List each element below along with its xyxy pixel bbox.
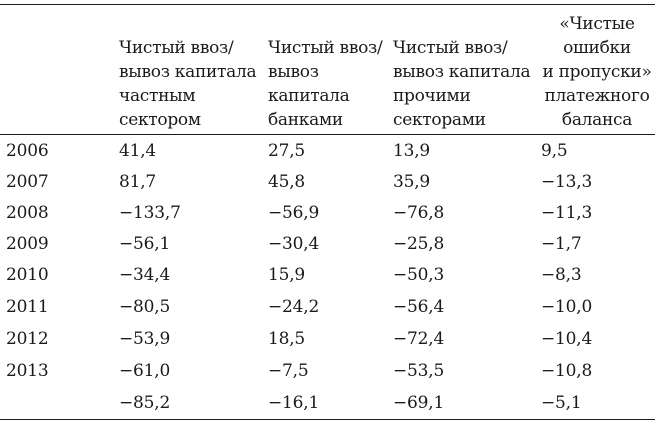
errors-omissions-cell: −5,1: [541, 393, 582, 413]
year-cell: 2008: [6, 203, 49, 223]
banks-cell: −7,5: [268, 361, 309, 381]
year-cell: 2011: [6, 297, 49, 317]
errors-omissions-cell: −10,4: [541, 329, 593, 349]
year-cell: 2013: [6, 361, 49, 381]
banks-cell: −30,4: [268, 234, 320, 254]
year-cell: 2006: [6, 141, 49, 161]
header-line: ошибки: [563, 38, 631, 58]
header-line: банками: [268, 110, 343, 130]
header-banks: Чистый ввоз/ вывоз капитала банками: [268, 8, 392, 132]
header-line: Чистый ввоз/: [393, 38, 508, 58]
other-sectors-cell: −69,1: [393, 393, 445, 413]
other-sectors-cell: 13,9: [393, 141, 431, 161]
errors-omissions-cell: 9,5: [541, 141, 568, 161]
header-line: прочими: [393, 86, 471, 106]
header-line: «Чистые: [559, 14, 635, 34]
other-sectors-cell: −72,4: [393, 329, 445, 349]
errors-omissions-cell: −1,7: [541, 234, 582, 254]
banks-cell: −24,2: [268, 297, 320, 317]
header-line: вывоз капитала: [393, 62, 531, 82]
private-sector-cell: −34,4: [119, 265, 171, 285]
header-line: секторами: [393, 110, 486, 130]
header-errors-omissions: «Чистые ошибки и пропуски» платежного ба…: [540, 8, 654, 132]
header-line: платежного: [544, 86, 650, 106]
private-sector-cell: −85,2: [119, 393, 171, 413]
header-rule: [0, 134, 655, 135]
private-sector-cell: −53,9: [119, 329, 171, 349]
banks-cell: 45,8: [268, 172, 306, 192]
year-cell: 2009: [6, 234, 49, 254]
errors-omissions-cell: −13,3: [541, 172, 593, 192]
banks-cell: −56,9: [268, 203, 320, 223]
errors-omissions-cell: −11,3: [541, 203, 593, 223]
header-private-sector: Чистый ввоз/ вывоз капитала частным сект…: [119, 8, 267, 132]
table-row: 2006 41,4 27,5 13,9 9,5: [0, 136, 655, 167]
errors-omissions-cell: −10,8: [541, 361, 593, 381]
header-line: сектором: [119, 110, 201, 130]
header-line: Чистый ввоз/: [268, 38, 383, 58]
other-sectors-cell: −53,5: [393, 361, 445, 381]
other-sectors-cell: −56,4: [393, 297, 445, 317]
errors-omissions-cell: −8,3: [541, 265, 582, 285]
errors-omissions-cell: −10,0: [541, 297, 593, 317]
header-line: капитала: [268, 86, 350, 106]
table-row: 2011 −80,5 −24,2 −56,4 −10,0: [0, 292, 655, 323]
table-row: 2007 81,7 45,8 35,9 −13,3: [0, 167, 655, 198]
table-row: 2012 −53,9 18,5 −72,4 −10,4: [0, 324, 655, 355]
banks-cell: 15,9: [268, 265, 306, 285]
header-line: вывоз капитала: [119, 62, 257, 82]
year-cell: 2012: [6, 329, 49, 349]
table-row: 2010 −34,4 15,9 −50,3 −8,3: [0, 260, 655, 291]
private-sector-cell: 81,7: [119, 172, 157, 192]
table-row: −85,2 −16,1 −69,1 −5,1: [0, 388, 655, 419]
header-line: частным: [119, 86, 196, 106]
header-line: вывоз: [268, 62, 319, 82]
other-sectors-cell: −50,3: [393, 265, 445, 285]
banks-cell: −16,1: [268, 393, 320, 413]
other-sectors-cell: −76,8: [393, 203, 445, 223]
header-line: Чистый ввоз/: [119, 38, 234, 58]
banks-cell: 18,5: [268, 329, 306, 349]
header-line: баланса: [561, 110, 633, 130]
private-sector-cell: 41,4: [119, 141, 157, 161]
year-cell: 2010: [6, 265, 49, 285]
private-sector-cell: −80,5: [119, 297, 171, 317]
table-bottom-rule: [0, 419, 655, 420]
table-row: 2013 −61,0 −7,5 −53,5 −10,8: [0, 356, 655, 387]
other-sectors-cell: 35,9: [393, 172, 431, 192]
year-cell: 2007: [6, 172, 49, 192]
other-sectors-cell: −25,8: [393, 234, 445, 254]
private-sector-cell: −133,7: [119, 203, 181, 223]
banks-cell: 27,5: [268, 141, 306, 161]
private-sector-cell: −61,0: [119, 361, 171, 381]
table-row: 2009 −56,1 −30,4 −25,8 −1,7: [0, 229, 655, 260]
table-row: 2008 −133,7 −56,9 −76,8 −11,3: [0, 198, 655, 229]
table-top-rule: [0, 4, 655, 5]
header-line: и пропуски»: [542, 62, 652, 82]
private-sector-cell: −56,1: [119, 234, 171, 254]
header-other-sectors: Чистый ввоз/ вывоз капитала прочими сект…: [393, 8, 538, 132]
